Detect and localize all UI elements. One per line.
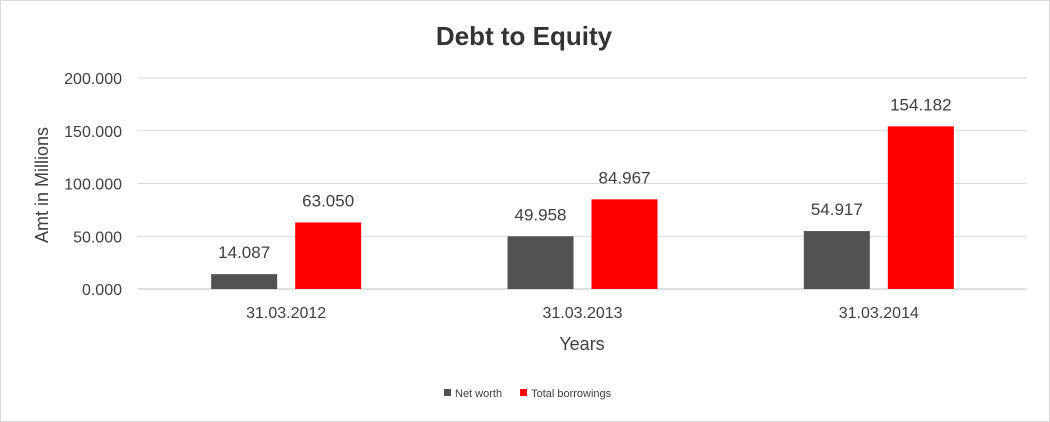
legend: Net worth Total borrowings [444, 388, 612, 400]
bar [211, 274, 278, 289]
y-tick-label: 150.000 [64, 124, 122, 141]
legend-swatch [520, 389, 528, 396]
legend-swatch [444, 389, 451, 396]
data-label: 49.958 [515, 205, 567, 224]
data-label: 54.917 [811, 200, 863, 219]
data-label: 154.182 [890, 95, 951, 114]
y-axis-ticks: 0.000 50.000 100.000 150.000 200.000 [64, 71, 122, 299]
x-tick-label: 31.03.2013 [542, 305, 622, 322]
bar [803, 231, 870, 289]
x-tick-label: 31.03.2012 [246, 305, 326, 322]
legend-label: Total borrowings [531, 388, 612, 400]
y-tick-label: 50.000 [73, 229, 122, 246]
data-label: 84.967 [599, 168, 651, 187]
chart-title: Debt to Equity [436, 21, 613, 51]
data-label: 14.087 [218, 243, 270, 262]
legend-label: Net worth [455, 388, 502, 400]
bars: 14.087 63.050 49.958 84.967 54.917 154.182 [211, 95, 954, 290]
gridlines [138, 77, 1027, 237]
y-tick-label: 200.000 [64, 71, 122, 88]
y-axis-label: Amt in Millions [32, 127, 52, 243]
x-axis-ticks: 31.03.2012 31.03.2013 31.03.2014 [246, 305, 919, 322]
y-tick-label: 100.000 [64, 177, 122, 194]
bar [887, 126, 954, 290]
bar [591, 199, 658, 289]
y-tick-label: 0.000 [82, 282, 122, 299]
data-label: 63.050 [302, 191, 354, 210]
x-axis-label: Years [559, 334, 604, 354]
bar [295, 222, 362, 289]
bar [507, 236, 574, 289]
x-tick-label: 31.03.2014 [839, 305, 919, 322]
